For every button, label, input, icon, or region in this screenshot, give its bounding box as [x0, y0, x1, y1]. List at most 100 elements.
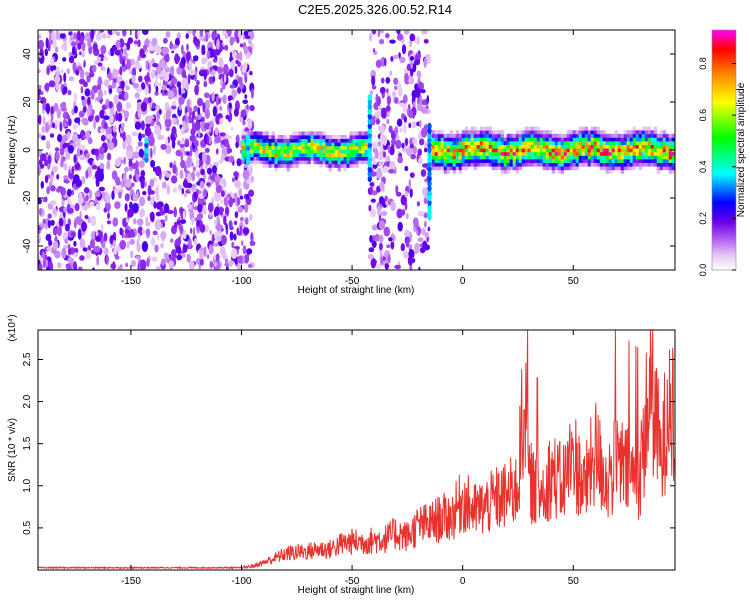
spectrogram-signal-cell: [527, 159, 532, 163]
spectrogram-signal-cell: [656, 133, 661, 138]
spectrogram-signal-cell: [331, 145, 335, 150]
spectrogram-signal-cell: [473, 148, 478, 153]
spectrogram-noise-cell: [417, 237, 424, 243]
spectrogram-noise-cell: [161, 84, 167, 91]
spectrogram-edge-cell: [245, 139, 251, 146]
spectrogram-signal-cell: [608, 137, 613, 142]
spectrogram-signal-cell: [647, 126, 652, 131]
spectrogram-noise-cell: [45, 122, 49, 133]
spectrogram-signal-cell: [437, 155, 442, 160]
spectrogram-signal-cell: [662, 159, 667, 163]
spectrogram-signal-cell: [620, 141, 625, 145]
spectrogram-signal-cell: [283, 145, 287, 150]
spectrogram-signal-cell: [277, 160, 281, 165]
spectrogram-signal-cell: [497, 148, 502, 153]
spectrogram-signal-cell: [524, 137, 529, 142]
spectrogram-signal-cell: [289, 138, 293, 143]
spectrogram-signal-cell: [241, 131, 245, 136]
spectrogram-signal-cell: [536, 141, 541, 145]
snr-y-tick-label: 1.0: [22, 478, 33, 492]
spectrogram-signal-cell: [593, 151, 598, 156]
spectrogram-signal-cell: [575, 137, 580, 142]
spectrogram-noise-cell: [67, 247, 72, 256]
spectrogram-signal-cell: [446, 155, 451, 160]
spectrogram-signal-cell: [470, 141, 475, 145]
spectrogram-noise-cell: [70, 232, 76, 237]
spectrogram-signal-cell: [301, 142, 305, 147]
spectrogram-signal-cell: [668, 141, 673, 145]
spectrogram-signal-cell: [506, 148, 511, 153]
snr-x-tick-label: -50: [345, 576, 360, 587]
spectrogram-signal-cell: [358, 142, 362, 147]
spectrogram-noise-cell: [249, 105, 255, 112]
spectrogram-signal-cell: [316, 156, 320, 161]
spectrogram-signal-cell: [596, 133, 601, 138]
spectrogram-signal-cell: [605, 151, 610, 156]
spectrogram-signal-cell: [443, 166, 448, 171]
spectrogram-noise-cell: [184, 116, 188, 123]
spectrogram-signal-cell: [503, 137, 508, 142]
spectrogram-signal-cell: [325, 149, 329, 154]
snr-y-ticks: 0.51.01.52.02.5: [22, 352, 675, 535]
spectrogram-signal-cell: [437, 133, 442, 138]
spectrogram-noise-cell: [51, 165, 59, 173]
spectrogram-signal-cell: [620, 144, 625, 149]
spectrogram-signal-cell: [479, 133, 484, 138]
spectrogram-signal-cell: [542, 155, 547, 160]
spectrogram-edge-cell: [367, 103, 372, 111]
spectrogram-noise-cell: [237, 206, 244, 213]
spectrogram-signal-cell: [340, 145, 344, 150]
spectrogram-noise-cell: [106, 255, 109, 266]
spectrogram-signal-cell: [485, 162, 490, 167]
spectrogram-noise-cell: [98, 186, 105, 192]
spectrogram-noise-cell: [420, 89, 426, 94]
spectrogram-noise-cell: [238, 187, 243, 197]
spectrogram-noise-cell: [239, 116, 244, 123]
spectrogram-signal-cell: [431, 130, 436, 135]
spectrogram-noise-cell: [215, 95, 219, 107]
spectrogram-noise-cell: [408, 249, 415, 259]
spectrogram-signal-cell: [244, 153, 248, 157]
spectrogram-signal-cell: [488, 133, 493, 138]
spectrogram-signal-cell: [337, 142, 341, 147]
spectrogram-signal-cell: [337, 138, 341, 143]
spectrogram-signal-cell: [656, 162, 661, 167]
spectrogram-signal-cell: [620, 169, 625, 174]
spectrogram-noise-cell: [369, 235, 373, 243]
spectrogram-signal-cell: [581, 137, 586, 142]
spectrogram-noise-cell: [49, 174, 54, 184]
spectrogram-signal-cell: [653, 155, 658, 160]
spectrogram-signal-cell: [560, 151, 565, 156]
spectrogram-signal-cell: [364, 153, 368, 157]
spectrogram-noise-cell: [124, 203, 128, 212]
spectrogram-signal-cell: [665, 159, 670, 163]
spectrogram-signal-cell: [277, 135, 281, 139]
spectrogram-noise-cell: [159, 58, 166, 68]
spectrogram-signal-cell: [578, 126, 583, 131]
spectrogram-noise-cell: [216, 214, 220, 223]
spectrogram-noise-cell: [81, 176, 86, 185]
spectrogram-noise-cell: [421, 127, 428, 138]
spectrogram-signal-cell: [437, 159, 442, 163]
spectrogram-signal-cell: [572, 141, 577, 145]
spectrogram-signal-cell: [491, 148, 496, 153]
spectrogram-noise-cell: [86, 107, 91, 115]
spectrogram-signal-cell: [596, 137, 601, 142]
spectrogram-signal-cell: [250, 142, 254, 147]
spectrogram-noise-cell: [75, 179, 83, 188]
spectrogram-signal-cell: [518, 141, 523, 145]
spectrogram-signal-cell: [491, 141, 496, 145]
spectrogram-noise-cell: [140, 178, 145, 189]
spectrogram-noise-cell: [393, 96, 398, 104]
spectrogram-noise-cell: [396, 118, 403, 127]
spectrogram-signal-cell: [325, 142, 329, 147]
spectrogram-signal-cell: [644, 159, 649, 163]
spectrogram-signal-cell: [443, 151, 448, 156]
spectrogram-noise-cell: [145, 115, 152, 125]
spectrogram-signal-cell: [262, 149, 266, 154]
spectrogram-noise-cell: [42, 251, 45, 259]
spectrogram-signal-cell: [241, 153, 245, 157]
spectrogram-noise-cell: [87, 216, 91, 223]
spectrogram-noise-cell: [377, 151, 383, 161]
spectrogram-signal-cell: [479, 148, 484, 153]
